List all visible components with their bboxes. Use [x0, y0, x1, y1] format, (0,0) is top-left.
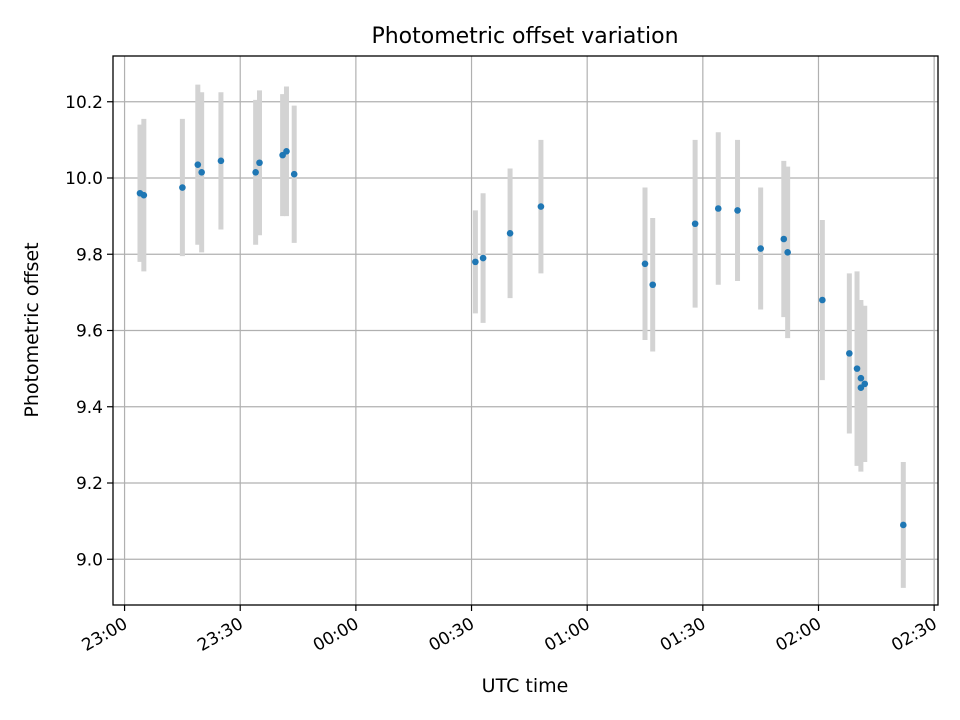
data-point [537, 203, 545, 210]
y-tick-label: 9.8 [76, 245, 103, 265]
y-tick-label: 9.0 [76, 550, 103, 570]
data-point [846, 350, 853, 357]
data-point [506, 229, 514, 237]
data-point [819, 296, 826, 304]
data-point [649, 281, 657, 289]
x-tick-label: 02:00 [773, 614, 825, 656]
data-point [900, 521, 907, 529]
data-point [256, 159, 263, 167]
x-tick-label: 01:00 [541, 614, 593, 656]
data-point [691, 220, 699, 228]
data-point [252, 168, 259, 176]
data-point [472, 258, 479, 266]
data-point [757, 245, 764, 252]
x-axis-label: UTC time [482, 675, 569, 697]
y-axis-label: Photometric offset [21, 242, 43, 417]
data-point [194, 161, 202, 168]
data-point [140, 191, 148, 199]
data-point [714, 205, 722, 212]
data-point [857, 374, 865, 382]
data-point [198, 168, 205, 176]
x-tick-label: 00:30 [426, 614, 478, 656]
chart-title: Photometric offset variation [371, 24, 678, 49]
x-tick-label: 01:30 [657, 614, 709, 656]
data-points [136, 148, 907, 529]
y-tick-label: 9.6 [76, 322, 103, 342]
x-tick-label: 23:30 [194, 614, 246, 656]
y-tick-label: 9.4 [76, 398, 103, 418]
x-tick-label: 02:30 [888, 614, 940, 656]
data-point [290, 170, 298, 178]
y-tick-label: 10.2 [65, 93, 103, 113]
y-tick-label: 9.2 [76, 474, 103, 494]
grid [113, 56, 938, 605]
data-point [641, 260, 649, 268]
data-point [861, 380, 869, 388]
data-point [479, 254, 487, 262]
data-point [784, 249, 791, 256]
data-point [780, 235, 788, 243]
data-point [734, 207, 741, 214]
x-tick-label: 00:00 [310, 614, 362, 656]
data-point [853, 365, 861, 372]
y-tick-label: 10.0 [65, 169, 103, 189]
data-point [217, 157, 225, 165]
x-tick-label: 23:00 [79, 614, 131, 656]
data-point [179, 184, 186, 191]
error-bars [137, 84, 906, 588]
data-point [283, 148, 290, 155]
